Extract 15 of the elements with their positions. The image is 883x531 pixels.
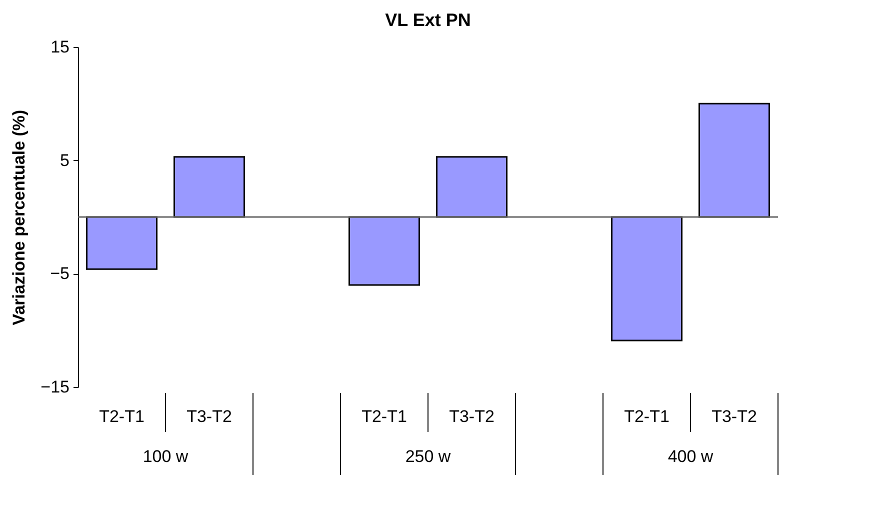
y-tick-label: −5	[50, 264, 70, 284]
x-tick-label: T3-T2	[186, 407, 232, 426]
text: 100 w	[142, 447, 189, 466]
x-tick-label: T3-T2	[712, 407, 757, 426]
y-tick-label: 5	[60, 150, 70, 170]
y-tick-label: 15	[50, 38, 70, 56]
text: 250 w	[405, 447, 452, 466]
x-tick-label: T3-T2	[449, 407, 494, 426]
chart-title: VL Ext PN	[385, 10, 471, 30]
y-axis-title: Variazione percentuale (%)	[10, 110, 29, 326]
y-tick-label: −15	[40, 378, 70, 396]
x-tick-label: T2-T1	[99, 407, 144, 426]
x-tick-label: T2-T1	[362, 407, 407, 426]
text: 400 w	[668, 447, 714, 466]
x-tick-label: T2-T1	[624, 407, 670, 426]
